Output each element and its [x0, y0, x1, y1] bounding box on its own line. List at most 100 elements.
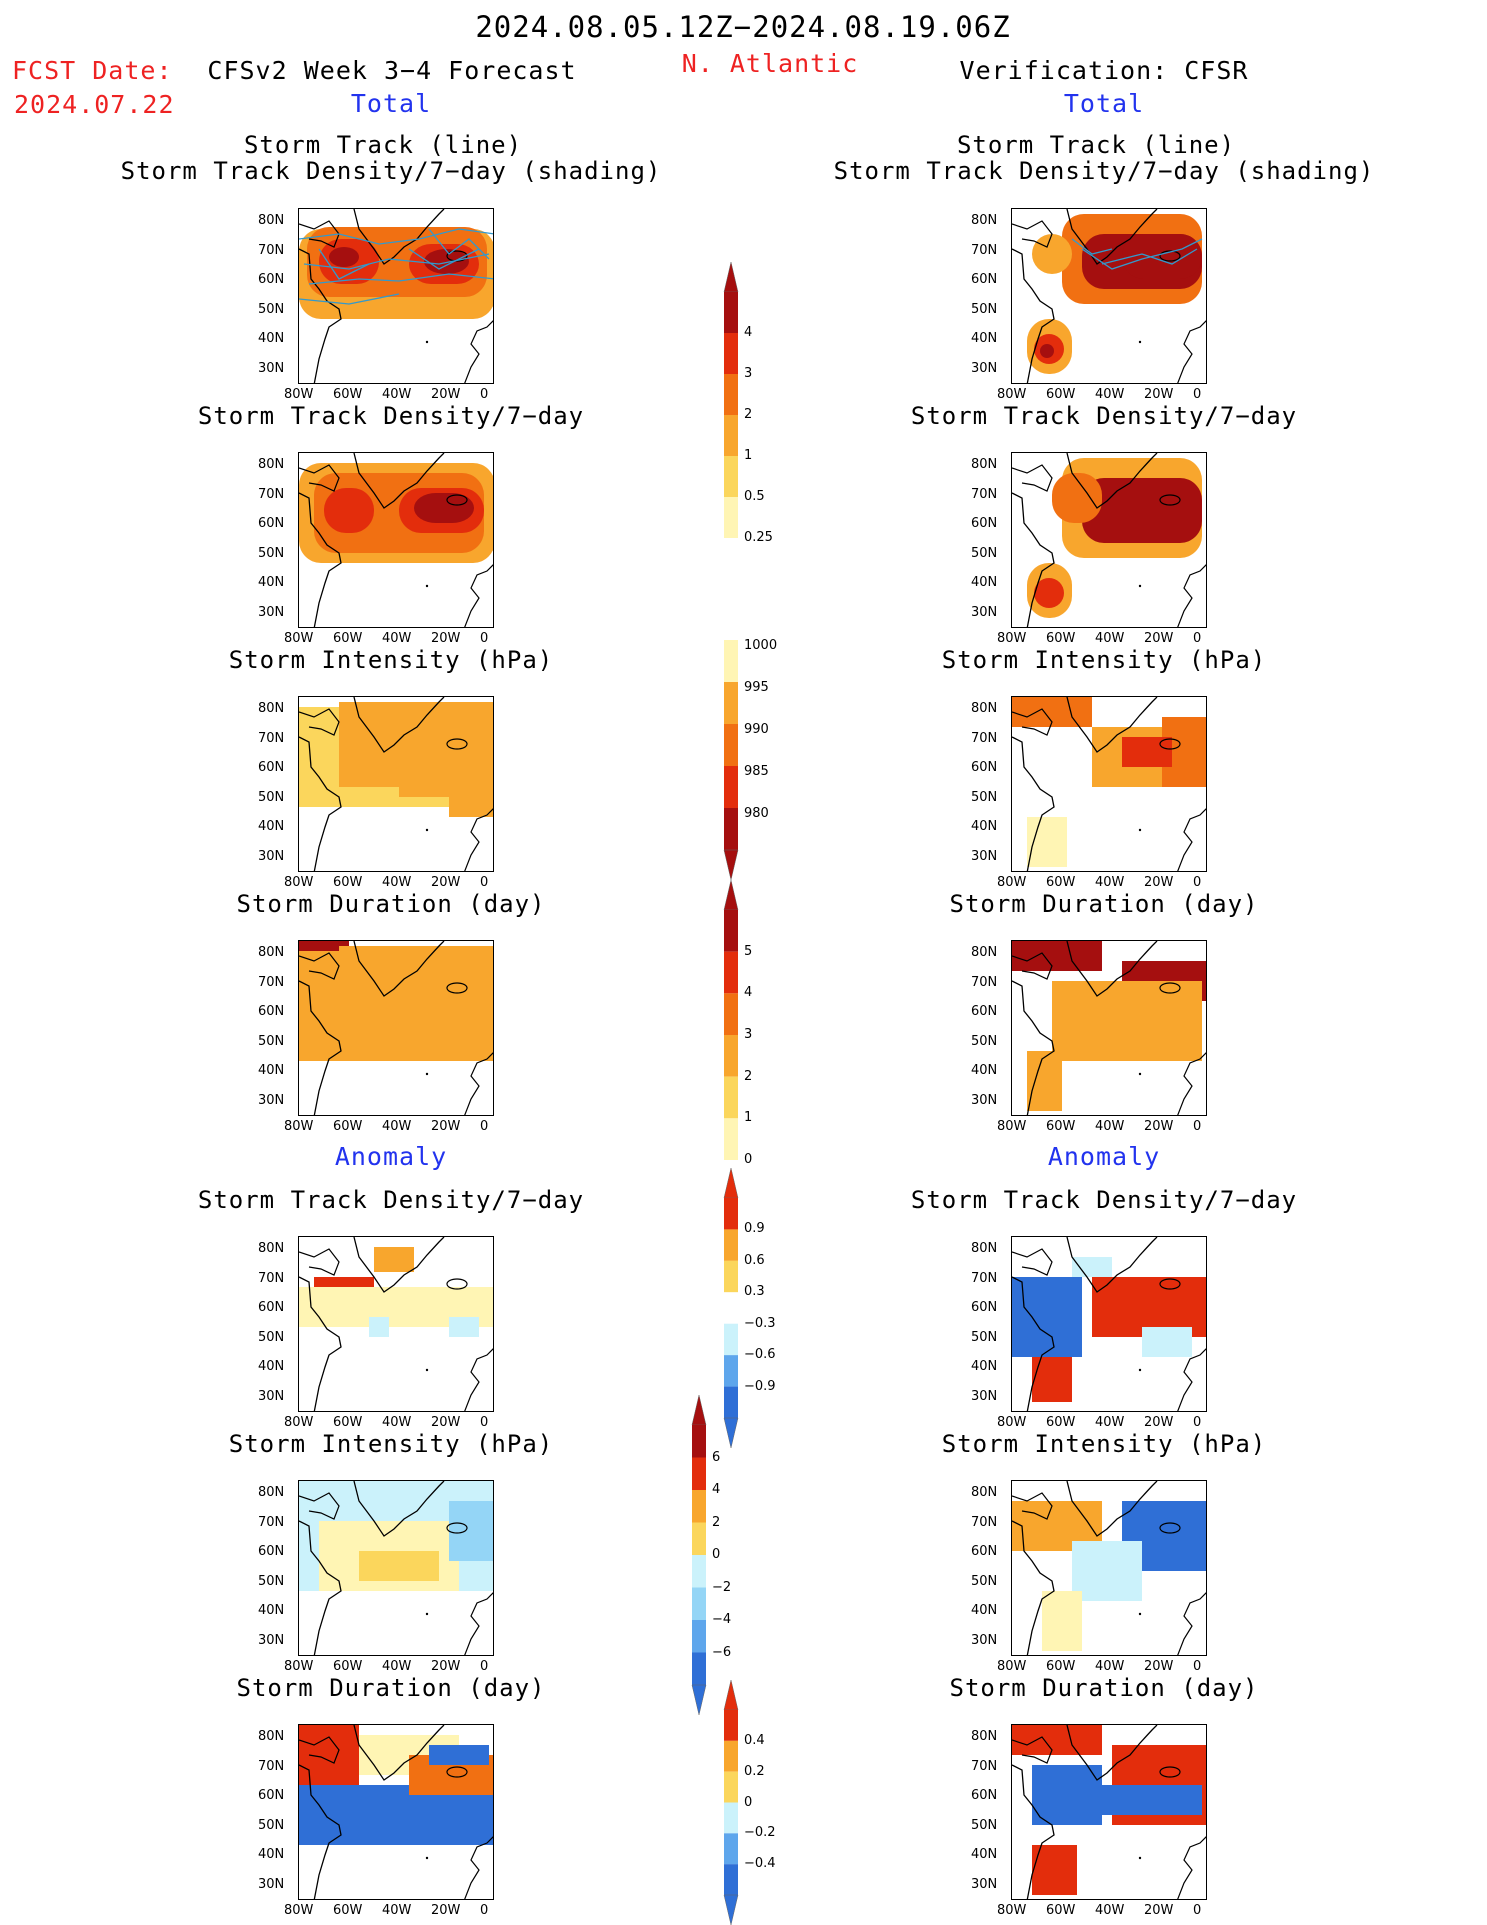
- colorbar-tick-label: −0.2: [744, 1825, 776, 1841]
- lon-tick-label: 40W: [382, 631, 412, 646]
- lat-tick-label: 40N: [258, 1603, 285, 1618]
- lon-tick-label: 0: [480, 631, 489, 646]
- lat-tick-label: 30N: [258, 848, 285, 864]
- lat-tick-label: 60N: [971, 1788, 998, 1803]
- lon-tick-label: 80W: [997, 1659, 1027, 1674]
- lat-tick-label: 70N: [258, 1270, 285, 1286]
- lat-tick-label: 60N: [971, 1004, 998, 1019]
- lon-tick-label: 60W: [333, 1903, 363, 1918]
- lon-tick-label: 60W: [1046, 875, 1076, 890]
- lat-tick-label: 30N: [258, 1388, 285, 1404]
- lat-tick-label: 80N: [971, 1241, 998, 1256]
- title-intensity-left: Storm Intensity (hPa): [228, 646, 554, 674]
- colorbar-tick-label: −6: [712, 1644, 732, 1660]
- map-panel-forecast-density: [298, 452, 494, 628]
- colorbar-tick-label: 985: [744, 764, 769, 779]
- lat-tick-label: 80N: [971, 1729, 998, 1744]
- lat-tick-label: 70N: [258, 1514, 285, 1530]
- map-panel-verification-density: [1011, 452, 1207, 628]
- lat-tick-label: 70N: [258, 730, 285, 746]
- map-panel-verification-duration: [1011, 940, 1207, 1116]
- lon-tick-label: 0: [480, 1659, 489, 1674]
- lon-tick-label: 40W: [1095, 631, 1125, 646]
- colorbar-intensity-anom: 6 4 2 0 −2 −4 −6: [690, 1395, 800, 1715]
- lon-tick-label: 0: [480, 1415, 489, 1430]
- title-intensity-anom-left: Storm Intensity (hPa): [228, 1430, 554, 1458]
- lon-tick-label: 80W: [284, 1903, 314, 1918]
- colorbar-tick-label: 2: [744, 407, 753, 422]
- colorbar-tick-label: 980: [744, 806, 769, 821]
- lon-tick-label: 40W: [382, 387, 412, 402]
- colorbar-tick-label: 2: [712, 1514, 721, 1530]
- lon-tick-label: 60W: [333, 1119, 363, 1134]
- lat-tick-label: 60N: [258, 272, 285, 287]
- lon-tick-label: 80W: [997, 1415, 1027, 1430]
- colorbar-tick-label: −4: [712, 1612, 732, 1627]
- lat-tick-label: 50N: [971, 1033, 998, 1049]
- lon-tick-label: 40W: [1095, 1903, 1125, 1918]
- colorbar-tick-label: 0.4: [744, 1732, 765, 1748]
- title-intensity-right: Storm Intensity (hPa): [941, 646, 1267, 674]
- lon-tick-label: 0: [1193, 875, 1202, 890]
- lat-tick-label: 40N: [258, 1359, 285, 1374]
- colorbar-duration-total: 5 4 3 2 1 0: [722, 880, 822, 1167]
- lon-tick-label: 20W: [1144, 875, 1174, 890]
- lon-tick-label: 60W: [1046, 1659, 1076, 1674]
- lat-tick-label: 40N: [258, 819, 285, 834]
- lat-tick-label: 50N: [258, 545, 285, 561]
- lat-tick-label: 40N: [971, 1603, 998, 1618]
- lat-tick-label: 50N: [971, 301, 998, 317]
- lat-tick-label: 30N: [258, 604, 285, 620]
- lat-tick-label: 40N: [971, 1359, 998, 1374]
- lon-tick-label: 80W: [284, 1659, 314, 1674]
- title-track-line-right: Storm Track (line): [956, 131, 1236, 159]
- region-label: N. Atlantic: [681, 49, 859, 78]
- colorbar-tick-label: 3: [744, 366, 753, 381]
- lat-tick-label: 50N: [258, 1033, 285, 1049]
- map-panel-verification-density-anom: [1011, 1236, 1207, 1412]
- lat-tick-label: 80N: [258, 1729, 285, 1744]
- lat-tick-label: 50N: [258, 1817, 285, 1833]
- colorbar-tick-label: 1: [744, 1110, 753, 1126]
- lat-tick-label: 60N: [258, 1300, 285, 1315]
- lon-tick-label: 60W: [333, 1659, 363, 1674]
- lon-tick-label: 40W: [1095, 1119, 1125, 1134]
- total-label-left: Total: [350, 89, 432, 118]
- lon-tick-label: 40W: [382, 875, 412, 890]
- colorbar-tick-label: 995: [744, 680, 769, 695]
- lat-tick-label: 50N: [971, 789, 998, 805]
- lon-tick-label: 60W: [1046, 1903, 1076, 1918]
- lat-tick-label: 40N: [971, 1063, 998, 1078]
- lon-tick-label: 40W: [1095, 1415, 1125, 1430]
- lon-tick-label: 40W: [1095, 387, 1125, 402]
- lat-tick-label: 80N: [258, 213, 285, 228]
- colorbar-tick-label: −0.9: [744, 1378, 776, 1394]
- lon-tick-label: 80W: [997, 875, 1027, 890]
- colorbar-tick-label: 0: [712, 1547, 721, 1562]
- lon-tick-label: 0: [480, 875, 489, 890]
- colorbar-tick-label: 0.6: [744, 1252, 765, 1268]
- lon-tick-label: 20W: [431, 875, 461, 890]
- map-panel-forecast-duration-anom: [298, 1724, 494, 1900]
- lon-tick-label: 80W: [997, 1903, 1027, 1918]
- map-panel-forecast-track: [298, 208, 494, 384]
- lat-tick-label: 50N: [258, 789, 285, 805]
- lat-tick-label: 70N: [258, 242, 285, 258]
- lat-tick-label: 60N: [971, 1544, 998, 1559]
- map-panel-forecast-intensity: [298, 696, 494, 872]
- lat-tick-label: 70N: [258, 486, 285, 502]
- lon-tick-label: 0: [1193, 1415, 1202, 1430]
- title-duration-left: Storm Duration (day): [236, 890, 546, 918]
- lat-tick-label: 70N: [971, 486, 998, 502]
- lat-tick-label: 30N: [971, 360, 998, 376]
- colorbar-tick-label: 5: [744, 943, 753, 959]
- map-panel-forecast-density-anom: [298, 1236, 494, 1412]
- lat-tick-label: 80N: [971, 457, 998, 472]
- lat-tick-label: 40N: [258, 331, 285, 346]
- lon-tick-label: 40W: [382, 1415, 412, 1430]
- lat-tick-label: 30N: [971, 604, 998, 620]
- colorbar-density-anom: 0.9 0.6 0.3 −0.3 −0.6 −0.9: [722, 1168, 822, 1448]
- lon-tick-label: 80W: [284, 1119, 314, 1134]
- lat-tick-label: 60N: [258, 516, 285, 531]
- lat-tick-label: 80N: [971, 945, 998, 960]
